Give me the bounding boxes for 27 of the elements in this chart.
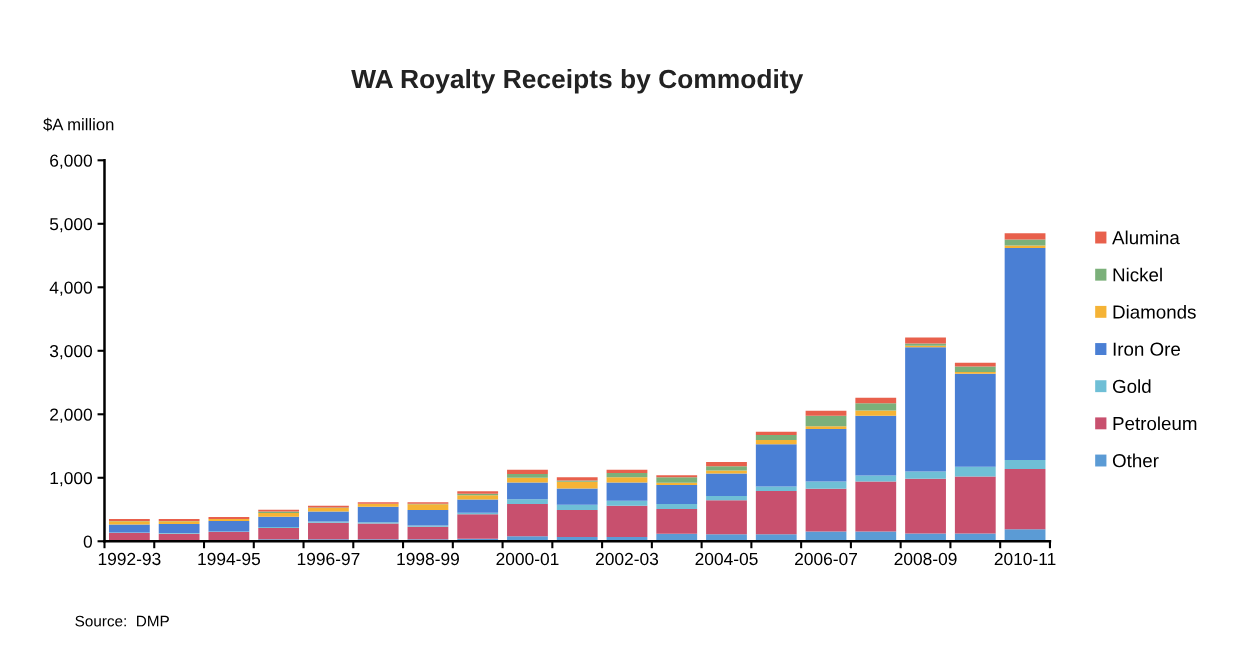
y-tick-label: 5,000 — [49, 217, 93, 233]
x-tick-label: 1998-99 — [397, 552, 459, 566]
legend-label: Iron Ore — [1113, 342, 1180, 356]
y-tick-label: 2,000 — [50, 408, 93, 423]
x-tick-label: 2008-09 — [894, 552, 957, 566]
legend-label: Other — [1112, 453, 1159, 468]
legend-label: Nickel — [1113, 267, 1162, 282]
x-tick-label: 2002-03 — [596, 552, 659, 566]
legend-label: Petroleum — [1113, 416, 1197, 431]
y-tick-label: 6,000 — [50, 154, 93, 169]
source-note: Source: DMP — [75, 615, 169, 627]
legend-label: Diamonds — [1113, 304, 1196, 319]
y-tick-label: 1,000 — [50, 471, 93, 487]
y-tick-label: 3,000 — [49, 344, 93, 360]
x-tick-label: 1994-95 — [198, 552, 261, 566]
legend-label: Alumina — [1112, 230, 1180, 245]
y-tick-label: 0 — [83, 535, 93, 548]
x-tick-label: 1992-93 — [98, 552, 161, 566]
x-tick-label: 2004-05 — [695, 552, 758, 566]
y-axis-title: $A million — [43, 117, 114, 132]
x-tick-label: 2010-11 — [994, 552, 1056, 566]
chart-title: WA Royalty Receipts by Commodity — [351, 68, 804, 94]
x-tick-label: 2000-01 — [496, 552, 559, 566]
x-tick-label: 2006-07 — [795, 552, 857, 566]
y-tick-label: 4,000 — [49, 281, 93, 296]
x-tick-label: 1996-97 — [297, 552, 360, 566]
legend-label: Gold — [1112, 379, 1151, 393]
